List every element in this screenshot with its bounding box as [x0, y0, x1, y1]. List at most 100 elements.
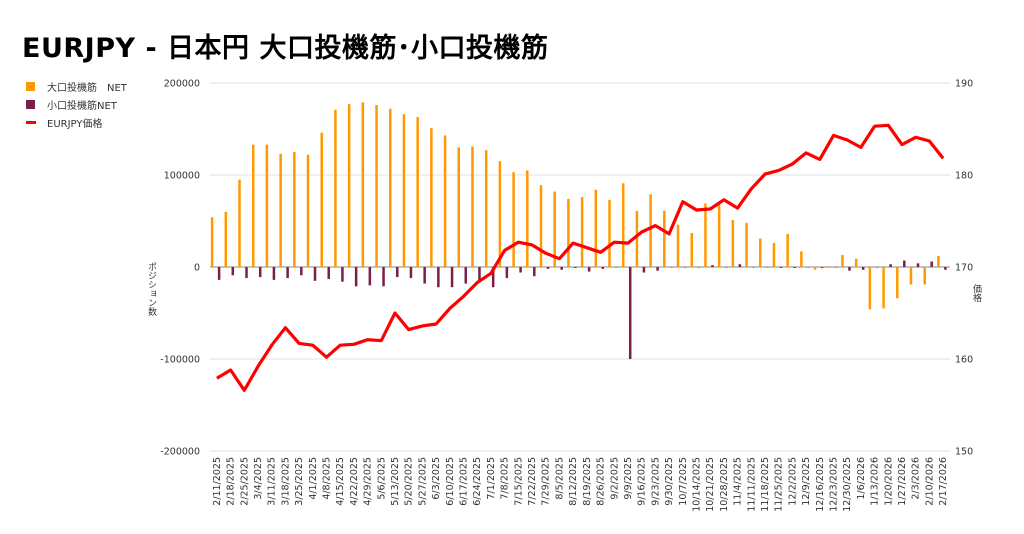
y-tick-left-label: 0	[194, 263, 200, 274]
bar-small-net	[944, 267, 947, 270]
y-tick-right-label: 190	[955, 79, 973, 90]
x-tick-label: 9/16/2025	[637, 457, 648, 506]
bar-large-net	[498, 161, 502, 267]
legend-swatch-small	[26, 99, 35, 109]
bar-large-net	[389, 108, 392, 267]
bar-small-net	[615, 267, 618, 268]
bar-large-net	[416, 117, 419, 267]
bar-large-net	[937, 255, 940, 267]
bar-small-net	[505, 267, 509, 279]
bar-large-net	[306, 154, 310, 267]
bar-small-net	[711, 265, 714, 267]
bar-small-net	[779, 267, 783, 268]
x-tick-label: 10/7/2025	[678, 457, 689, 506]
x-tick-label: 2/17/2026	[938, 457, 949, 506]
x-tick-label: 10/21/2025	[705, 457, 716, 512]
bar-large-net	[923, 267, 926, 285]
legend-item-small: 小口投機筋NET	[26, 95, 127, 113]
x-tick-label: 4/15/2025	[335, 457, 346, 506]
bar-small-net	[519, 267, 522, 273]
bar-small-net	[628, 267, 632, 359]
bar-small-net	[231, 267, 235, 276]
bar-small-net	[546, 267, 550, 269]
bar-large-net	[512, 172, 515, 267]
bar-small-net	[409, 267, 413, 279]
bar-large-net	[759, 238, 762, 267]
bar-small-net	[848, 267, 851, 271]
bar-large-net	[772, 243, 776, 267]
bar-large-net	[813, 267, 817, 270]
x-tick-label: 12/30/2025	[842, 457, 853, 512]
bar-small-net	[820, 267, 824, 268]
y-axis-left-label: ポジション数	[146, 262, 156, 316]
y-tick-right-label: 160	[955, 355, 973, 366]
bar-large-net	[594, 189, 598, 267]
legend-item-large: 大口投機筋 NET	[26, 77, 127, 95]
x-tick-label: 9/2/2025	[609, 457, 620, 500]
x-tick-label: 5/27/2025	[417, 457, 428, 506]
legend-item-price: EURJPY価格	[26, 113, 127, 131]
x-tick-label: 10/14/2025	[691, 457, 702, 512]
bar-large-net	[663, 210, 666, 267]
bar-small-net	[683, 267, 687, 268]
x-tick-label: 8/5/2025	[554, 457, 565, 500]
bar-small-net	[601, 267, 605, 269]
x-tick-label: 6/10/2025	[445, 457, 456, 506]
bar-large-net	[224, 211, 228, 267]
legend-swatch-large	[26, 81, 35, 91]
bar-small-net	[889, 264, 892, 267]
bar-small-net	[752, 267, 755, 268]
x-tick-label: 2/18/2025	[226, 457, 237, 506]
bar-large-net	[896, 267, 899, 299]
bar-large-net	[841, 255, 844, 267]
x-tick-label: 3/18/2025	[280, 457, 291, 506]
bar-small-net	[903, 260, 906, 267]
bar-large-net	[649, 194, 652, 267]
bar-small-net	[437, 267, 440, 288]
bar-small-net	[724, 267, 728, 268]
legend-swatch-price	[26, 120, 36, 124]
bar-small-net	[738, 264, 742, 267]
bar-large-net	[854, 258, 858, 267]
bar-large-net	[539, 185, 543, 267]
x-tick-label: 8/19/2025	[582, 457, 593, 506]
bar-small-net	[574, 267, 577, 268]
bar-small-net	[423, 267, 426, 284]
x-tick-label: 5/6/2025	[376, 457, 387, 500]
y-tick-left-label: 200000	[164, 79, 200, 90]
bar-large-net	[251, 144, 255, 267]
x-tick-label: 11/18/2025	[760, 457, 771, 512]
bar-small-net	[642, 267, 646, 273]
x-tick-label: 3/11/2025	[267, 457, 278, 506]
bar-large-net	[320, 132, 323, 267]
y-tick-left-label: -200000	[160, 447, 200, 458]
x-tick-label: 12/9/2025	[801, 457, 812, 506]
y-tick-left-label: 100000	[164, 171, 200, 182]
x-tick-label: 4/22/2025	[349, 457, 360, 506]
legend-label-price: EURJPY価格	[47, 118, 103, 130]
bar-small-net	[861, 267, 865, 270]
bar-large-net	[471, 146, 474, 267]
bar-large-net	[909, 267, 913, 285]
bar-small-net	[464, 267, 468, 284]
bar-large-net	[361, 102, 365, 267]
bar-large-net	[484, 150, 488, 267]
x-tick-label: 2/11/2025	[212, 457, 223, 506]
bar-small-net	[341, 267, 344, 282]
x-tick-label: 1/27/2026	[897, 457, 908, 506]
legend-label-large: 大口投機筋 NET	[47, 82, 127, 94]
x-tick-label: 1/6/2026	[856, 457, 867, 500]
bar-large-net	[567, 198, 570, 267]
x-tick-label: 9/30/2025	[664, 457, 675, 506]
bar-large-net	[443, 135, 447, 267]
bar-large-net	[608, 199, 611, 267]
x-tick-label: 6/17/2025	[459, 457, 470, 506]
x-tick-label: 5/13/2025	[390, 457, 401, 506]
bar-small-net	[450, 267, 454, 288]
x-tick-label: 7/22/2025	[527, 457, 538, 506]
x-tick-label: 4/1/2025	[308, 457, 319, 500]
bar-large-net	[402, 114, 406, 267]
bar-small-net	[354, 267, 358, 287]
x-tick-label: 6/3/2025	[431, 457, 442, 500]
